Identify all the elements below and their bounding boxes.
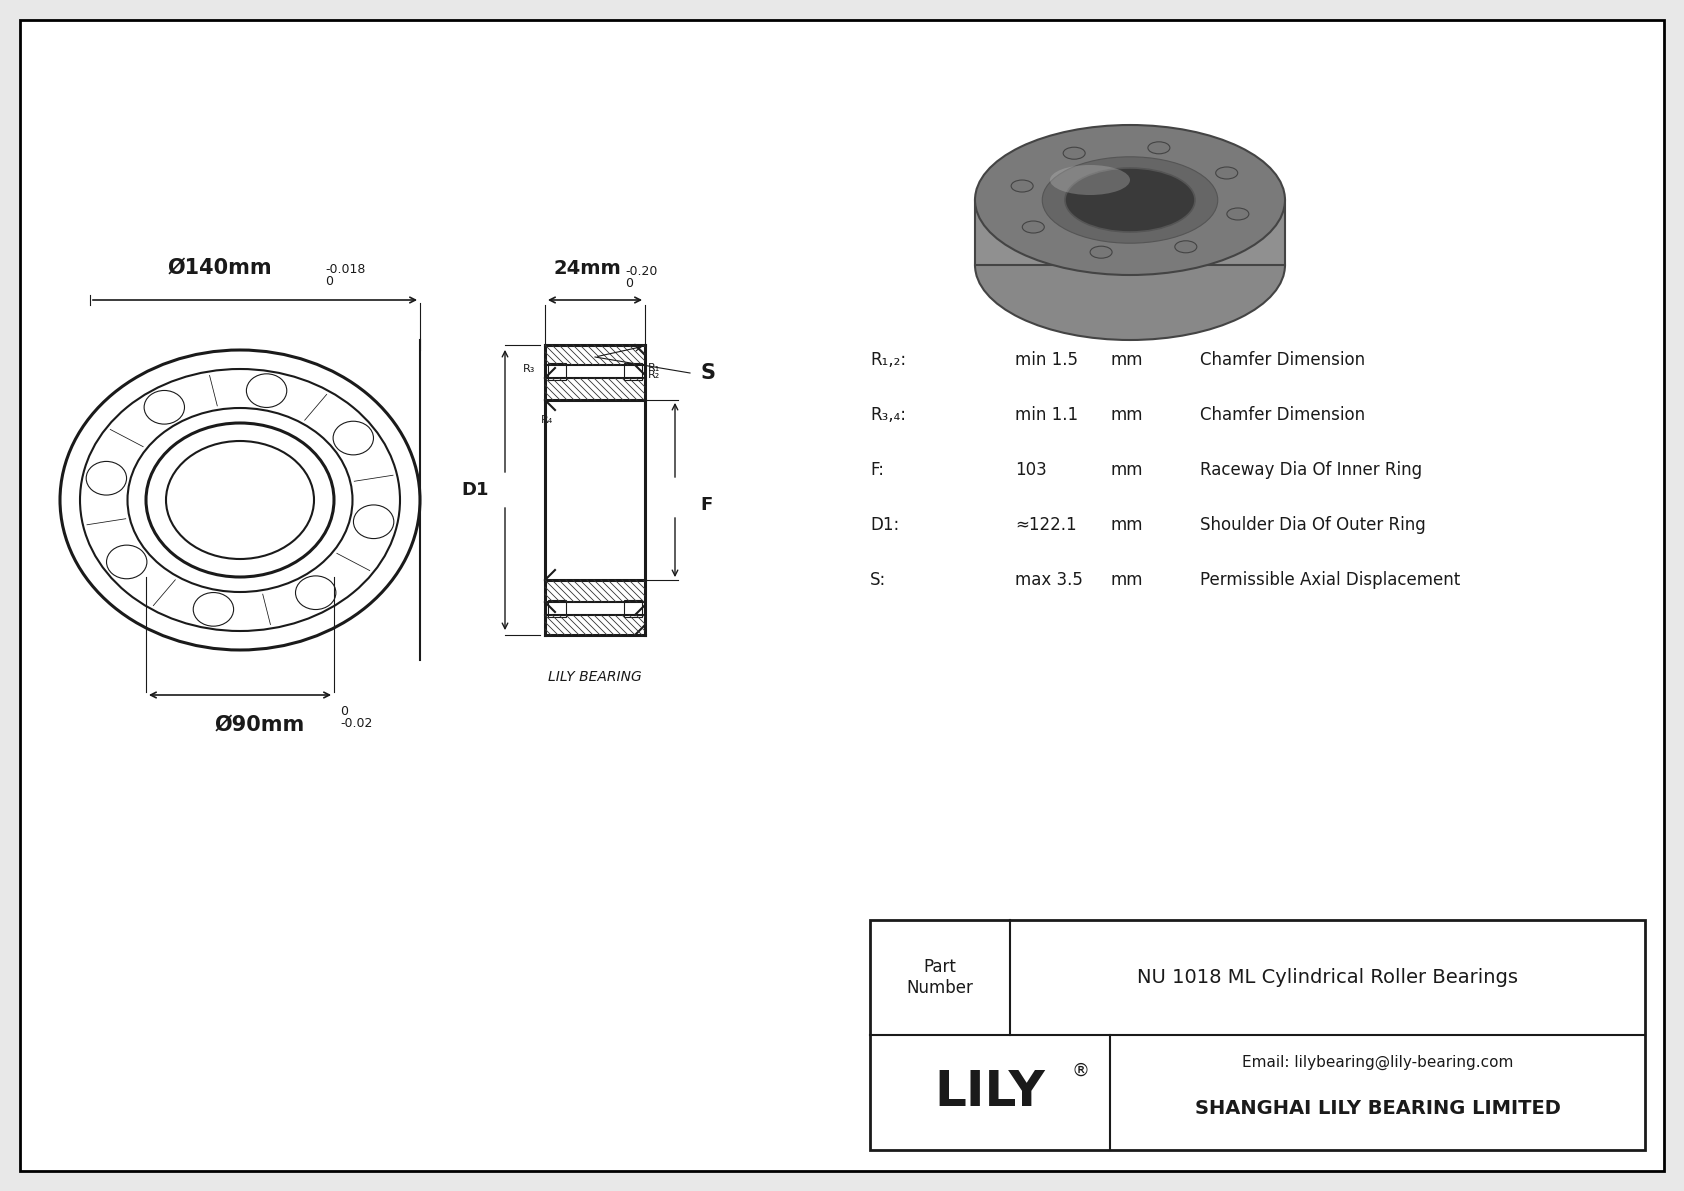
Text: Raceway Dia Of Inner Ring: Raceway Dia Of Inner Ring <box>1201 461 1421 479</box>
Text: Permissible Axial Displacement: Permissible Axial Displacement <box>1201 570 1460 590</box>
Ellipse shape <box>1148 142 1170 154</box>
Text: 0: 0 <box>325 275 333 288</box>
Text: Chamfer Dimension: Chamfer Dimension <box>1201 351 1366 369</box>
Text: ®: ® <box>1071 1061 1090 1079</box>
Text: S: S <box>701 363 716 384</box>
Text: F:: F: <box>871 461 884 479</box>
Text: mm: mm <box>1110 406 1142 424</box>
Ellipse shape <box>1090 247 1111 258</box>
Ellipse shape <box>1010 180 1034 192</box>
Ellipse shape <box>1175 241 1197 252</box>
Ellipse shape <box>1228 208 1250 220</box>
Text: S:: S: <box>871 570 886 590</box>
Text: 0: 0 <box>625 278 633 289</box>
Bar <box>625 600 642 617</box>
Text: 0: 0 <box>340 705 349 718</box>
Text: R₃,₄:: R₃,₄: <box>871 406 906 424</box>
Ellipse shape <box>1063 148 1084 160</box>
Text: mm: mm <box>1110 461 1142 479</box>
Text: Ø140mm: Ø140mm <box>168 258 273 278</box>
Ellipse shape <box>975 191 1285 339</box>
Bar <box>547 600 566 617</box>
Text: F: F <box>701 495 712 515</box>
Text: 103: 103 <box>1015 461 1047 479</box>
Text: LILY BEARING: LILY BEARING <box>547 671 642 684</box>
Text: mm: mm <box>1110 516 1142 534</box>
Ellipse shape <box>1042 157 1218 243</box>
Text: Shoulder Dia Of Outer Ring: Shoulder Dia Of Outer Ring <box>1201 516 1426 534</box>
Text: -0.018: -0.018 <box>325 263 365 276</box>
Ellipse shape <box>1051 166 1130 195</box>
Text: Ø90mm: Ø90mm <box>216 715 305 735</box>
Text: R₁,₂:: R₁,₂: <box>871 351 906 369</box>
Text: -0.02: -0.02 <box>340 717 372 730</box>
Text: mm: mm <box>1110 570 1142 590</box>
Text: -0.20: -0.20 <box>625 266 657 278</box>
Text: R₁: R₁ <box>648 363 660 373</box>
Text: R₂: R₂ <box>648 370 660 380</box>
Text: D1:: D1: <box>871 516 899 534</box>
Ellipse shape <box>975 125 1285 275</box>
Bar <box>975 200 1285 266</box>
Text: Part
Number: Part Number <box>906 958 973 997</box>
Bar <box>871 919 1645 1151</box>
Bar <box>625 363 642 380</box>
Text: SHANGHAI LILY BEARING LIMITED: SHANGHAI LILY BEARING LIMITED <box>1194 1099 1561 1118</box>
Text: ≈122.1: ≈122.1 <box>1015 516 1076 534</box>
Text: mm: mm <box>1110 351 1142 369</box>
Text: 24mm: 24mm <box>552 258 621 278</box>
Text: LILY: LILY <box>935 1068 1046 1116</box>
Text: D1: D1 <box>461 481 488 499</box>
Ellipse shape <box>1064 168 1196 232</box>
Bar <box>547 363 566 380</box>
Text: R₃: R₃ <box>524 364 536 374</box>
Text: Chamfer Dimension: Chamfer Dimension <box>1201 406 1366 424</box>
Text: Email: lilybearing@lily-bearing.com: Email: lilybearing@lily-bearing.com <box>1241 1055 1514 1071</box>
Text: min 1.5: min 1.5 <box>1015 351 1078 369</box>
Text: NU 1018 ML Cylindrical Roller Bearings: NU 1018 ML Cylindrical Roller Bearings <box>1137 968 1517 987</box>
Text: min 1.1: min 1.1 <box>1015 406 1078 424</box>
Text: R₄: R₄ <box>541 414 554 425</box>
Ellipse shape <box>1216 167 1238 179</box>
Ellipse shape <box>1022 222 1044 233</box>
Text: max 3.5: max 3.5 <box>1015 570 1083 590</box>
